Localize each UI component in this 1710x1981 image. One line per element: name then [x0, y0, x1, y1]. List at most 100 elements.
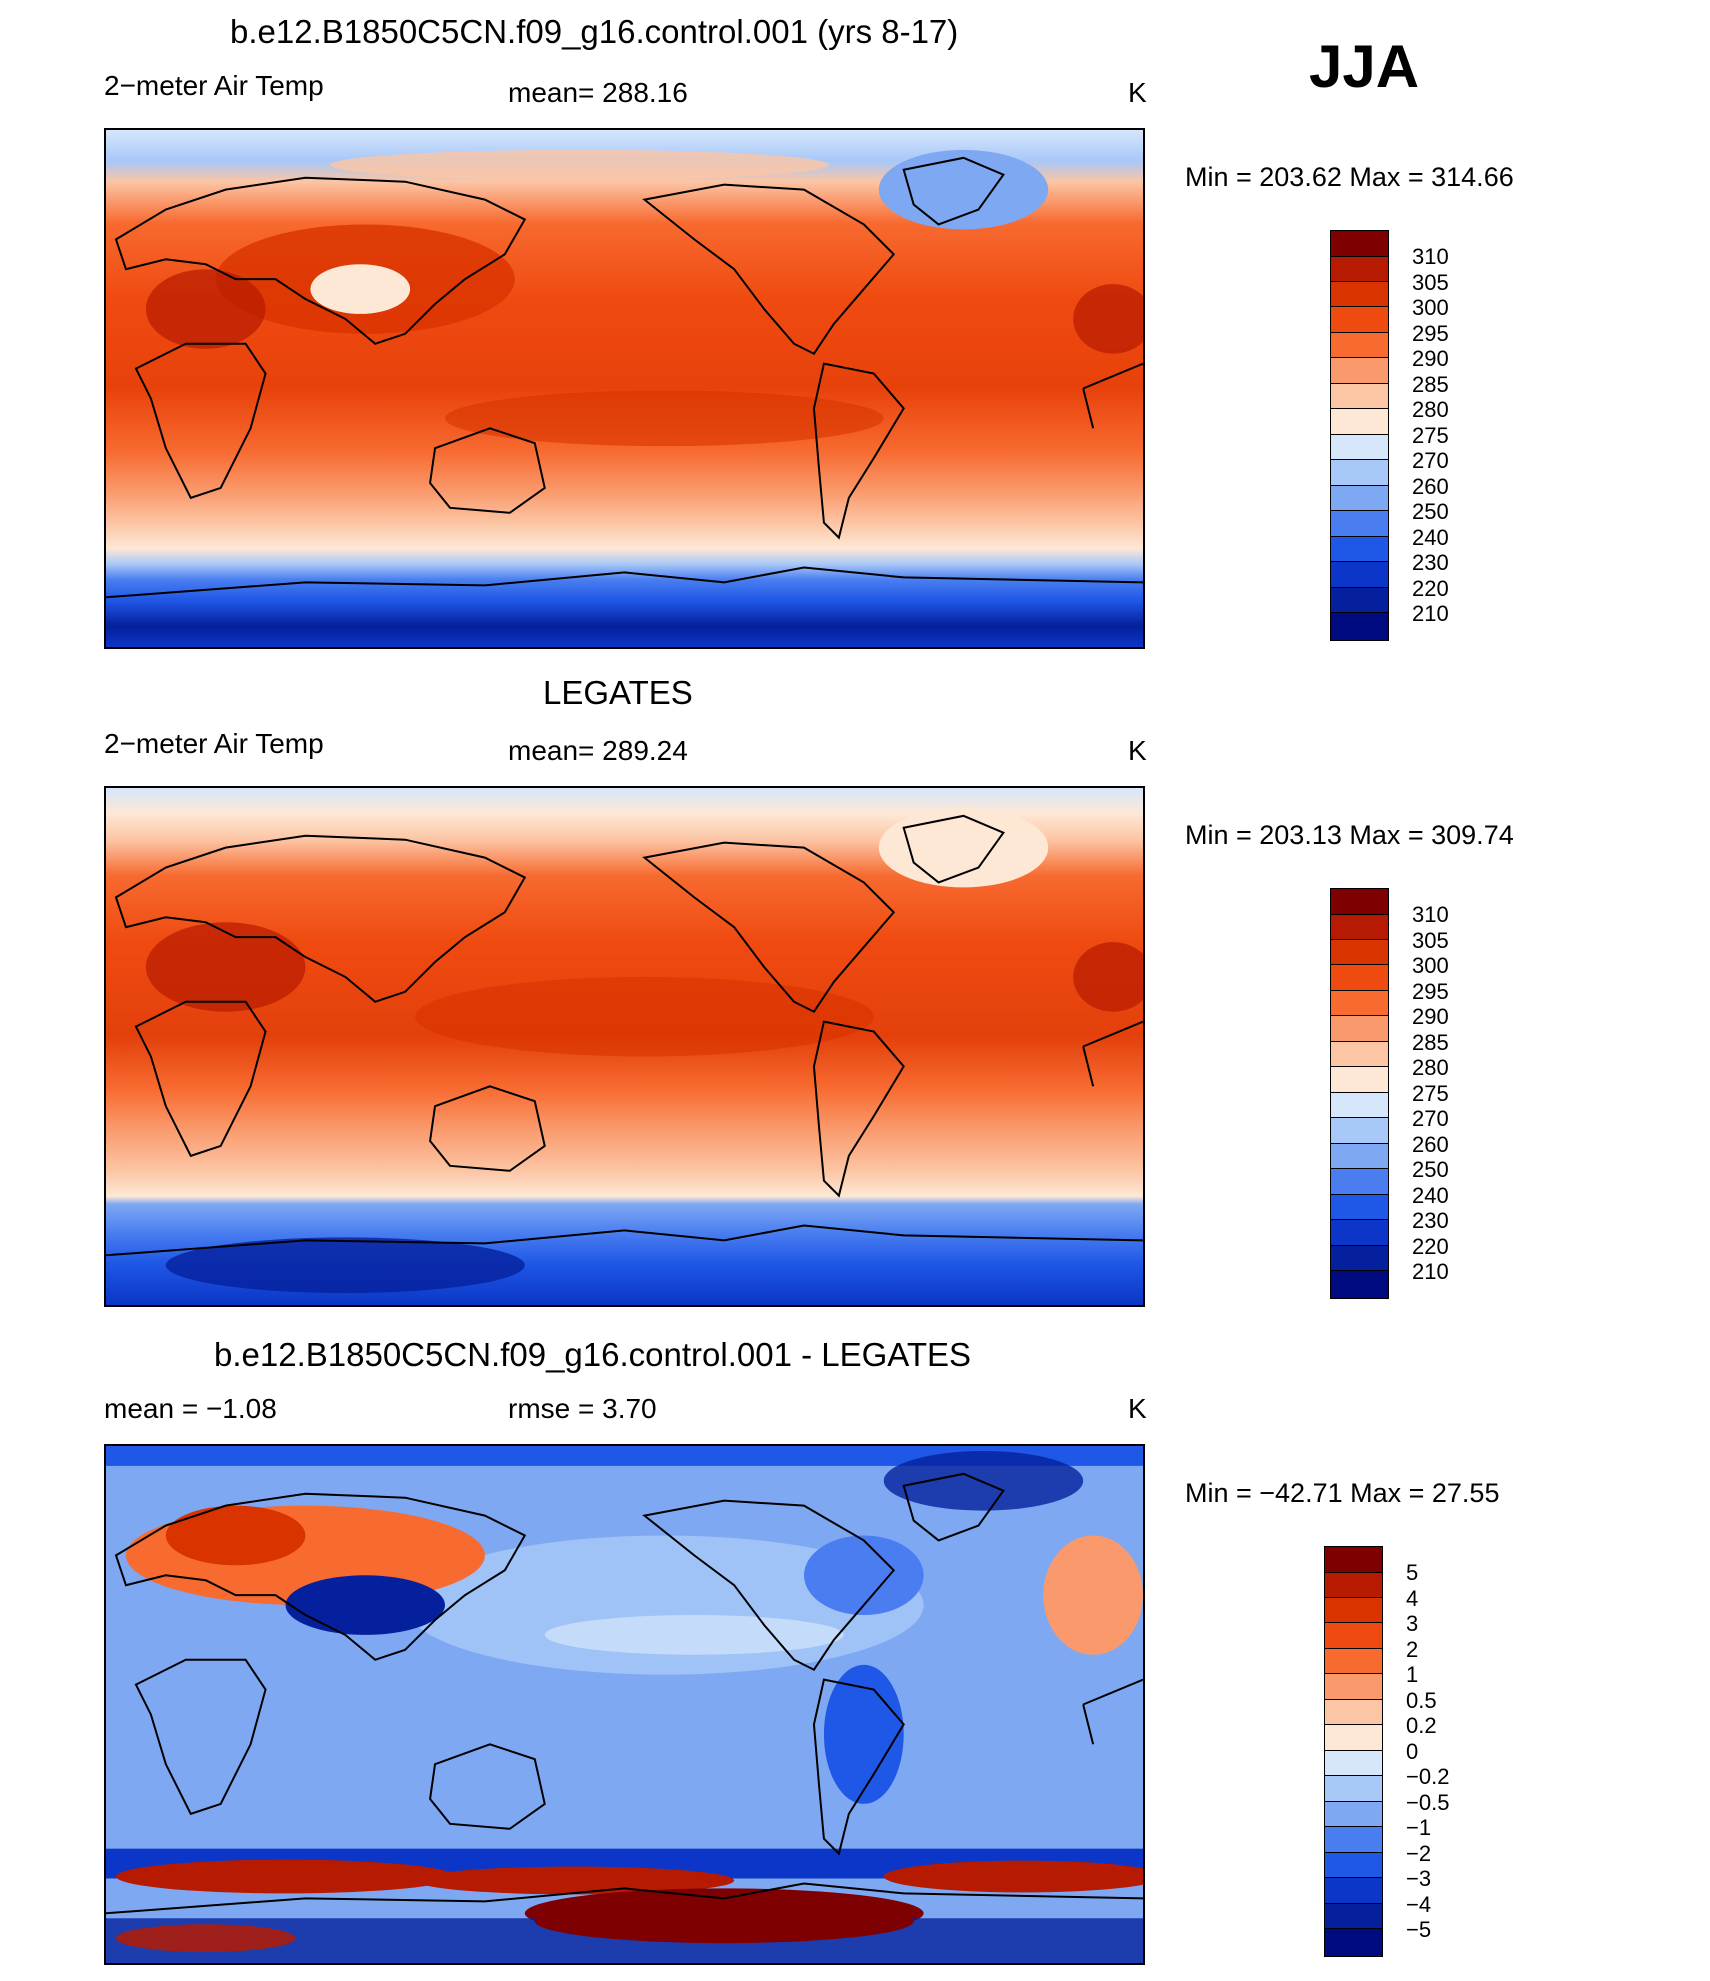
- colorbar-swatch: [1330, 384, 1389, 409]
- colorbar-tick-label: 250: [1412, 1157, 1449, 1182]
- colorbar-swatch: [1330, 1271, 1389, 1299]
- colorbar-swatch: [1330, 333, 1389, 358]
- panel-model-mean: mean= 288.16: [508, 77, 688, 108]
- panel-obs-title: LEGATES: [543, 674, 693, 711]
- colorbar-tick-label: 305: [1412, 270, 1449, 295]
- colorbar-swatch: [1324, 1751, 1383, 1776]
- colorbar-swatch: [1324, 1700, 1383, 1725]
- colorbar-tick-label: 210: [1412, 601, 1449, 626]
- panel-obs-units: K: [1128, 735, 1147, 766]
- colorbar-tick-label: 230: [1412, 550, 1449, 575]
- colorbar-swatch: [1324, 1546, 1383, 1573]
- colorbar-tick-label: 300: [1412, 295, 1449, 320]
- colorbar-swatch: [1324, 1725, 1383, 1751]
- colorbar-tick-label: 220: [1412, 1234, 1449, 1259]
- colorbar-swatch: [1330, 1016, 1389, 1042]
- colorbar-swatch: [1330, 537, 1389, 562]
- panel-diff-mean: mean = −1.08: [104, 1393, 277, 1424]
- colorbar-tick-label: 4: [1406, 1586, 1419, 1611]
- panel-obs-variable: 2−meter Air Temp: [104, 728, 324, 759]
- colorbar-tick-label: 310: [1412, 902, 1449, 927]
- panel-model-map: [104, 128, 1145, 649]
- colorbar-tick-label: 295: [1412, 979, 1449, 1004]
- colorbar-swatch: [1324, 1598, 1383, 1623]
- colorbar-swatch: [1330, 1220, 1389, 1246]
- colorbar-tick-label: 290: [1412, 1004, 1449, 1029]
- panel-model-minmax: Min = 203.62 Max = 314.66: [1185, 162, 1514, 192]
- colorbar-tick-label: 3: [1406, 1611, 1419, 1636]
- panel-model-variable: 2−meter Air Temp: [104, 70, 324, 101]
- colorbar-tick-label: 275: [1412, 423, 1449, 448]
- colorbar-swatch: [1330, 915, 1389, 940]
- colorbar-swatch: [1330, 588, 1389, 613]
- colorbar-swatch: [1324, 1878, 1383, 1904]
- colorbar-swatch: [1330, 940, 1389, 965]
- colorbar-tick-label: 260: [1412, 1132, 1449, 1157]
- colorbar-swatch: [1330, 888, 1389, 915]
- panel-diff-rmse: rmse = 3.70: [508, 1393, 657, 1424]
- colorbar-tick-label: −0.2: [1406, 1764, 1450, 1789]
- colorbar-tick-label: 0.5: [1406, 1688, 1437, 1713]
- panel-obs-mean: mean= 289.24: [508, 735, 688, 766]
- colorbar-tick-label: −3: [1406, 1866, 1432, 1891]
- colorbar-swatch: [1330, 1144, 1389, 1169]
- colorbar-swatch: [1324, 1929, 1383, 1957]
- colorbar-tick-label: 300: [1412, 953, 1449, 978]
- panel-diff-map: [104, 1444, 1145, 1965]
- colorbar-swatch: [1330, 1093, 1389, 1118]
- colorbar-swatch: [1330, 435, 1389, 460]
- colorbar-tick-label: 280: [1412, 397, 1449, 422]
- colorbar-tick-label: 305: [1412, 928, 1449, 953]
- colorbar-swatch: [1330, 965, 1389, 991]
- colorbar-tick-label: 260: [1412, 474, 1449, 499]
- colorbar-swatch: [1324, 1853, 1383, 1878]
- colorbar-swatch: [1330, 613, 1389, 641]
- colorbar-swatch: [1330, 358, 1389, 384]
- colorbar-swatch: [1330, 511, 1389, 537]
- colorbar-swatch: [1324, 1827, 1383, 1853]
- colorbar-tick-label: −5: [1406, 1917, 1432, 1942]
- colorbar-tick-label: 280: [1412, 1055, 1449, 1080]
- colorbar-tick-label: 290: [1412, 346, 1449, 371]
- colorbar-tick-label: 0: [1406, 1739, 1419, 1764]
- colorbar-swatch: [1324, 1674, 1383, 1700]
- colorbar-tick-label: 5: [1406, 1560, 1419, 1585]
- colorbar-tick-label: 285: [1412, 1030, 1449, 1055]
- colorbar-swatch: [1330, 991, 1389, 1016]
- colorbar-swatch: [1330, 1067, 1389, 1093]
- panel-model-units: K: [1128, 77, 1147, 108]
- colorbar-tick-label: 275: [1412, 1081, 1449, 1106]
- colorbar-swatch: [1324, 1904, 1383, 1929]
- panel-diff-minmax: Min = −42.71 Max = 27.55: [1185, 1478, 1500, 1508]
- colorbar-tick-label: 270: [1412, 448, 1449, 473]
- colorbar-swatch: [1330, 1195, 1389, 1220]
- colorbar-swatch: [1330, 562, 1389, 588]
- colorbar-tick-label: −4: [1406, 1892, 1432, 1917]
- colorbar-swatch: [1330, 1042, 1389, 1067]
- colorbar-tick-label: 2: [1406, 1637, 1419, 1662]
- colorbar-swatch: [1324, 1802, 1383, 1827]
- colorbar-tick-label: 295: [1412, 321, 1449, 346]
- colorbar-swatch: [1330, 460, 1389, 486]
- colorbar-swatch: [1324, 1649, 1383, 1674]
- colorbar-tick-label: −1: [1406, 1815, 1432, 1840]
- colorbar-tick-label: 310: [1412, 244, 1449, 269]
- colorbar-tick-label: −2: [1406, 1841, 1432, 1866]
- panel-obs-minmax: Min = 203.13 Max = 309.74: [1185, 820, 1514, 850]
- colorbar-tick-label: 250: [1412, 499, 1449, 524]
- colorbar-swatch: [1330, 307, 1389, 333]
- colorbar-tick-label: 270: [1412, 1106, 1449, 1131]
- colorbar-swatch: [1330, 1246, 1389, 1271]
- colorbar-tick-label: 240: [1412, 525, 1449, 550]
- panel-obs-map: [104, 786, 1145, 1307]
- colorbar-swatch: [1324, 1776, 1383, 1802]
- colorbar-swatch: [1330, 1118, 1389, 1144]
- colorbar-swatch: [1324, 1623, 1383, 1649]
- colorbar-swatch: [1324, 1573, 1383, 1598]
- panel-model-title: b.e12.B1850C5CN.f09_g16.control.001 (yrs…: [230, 13, 959, 50]
- colorbar-tick-label: 0.2: [1406, 1713, 1437, 1738]
- colorbar-swatch: [1330, 257, 1389, 282]
- panel-diff-title: b.e12.B1850C5CN.f09_g16.control.001 - LE…: [214, 1336, 972, 1373]
- panel-diff-units: K: [1128, 1393, 1147, 1424]
- colorbar-swatch: [1330, 1169, 1389, 1195]
